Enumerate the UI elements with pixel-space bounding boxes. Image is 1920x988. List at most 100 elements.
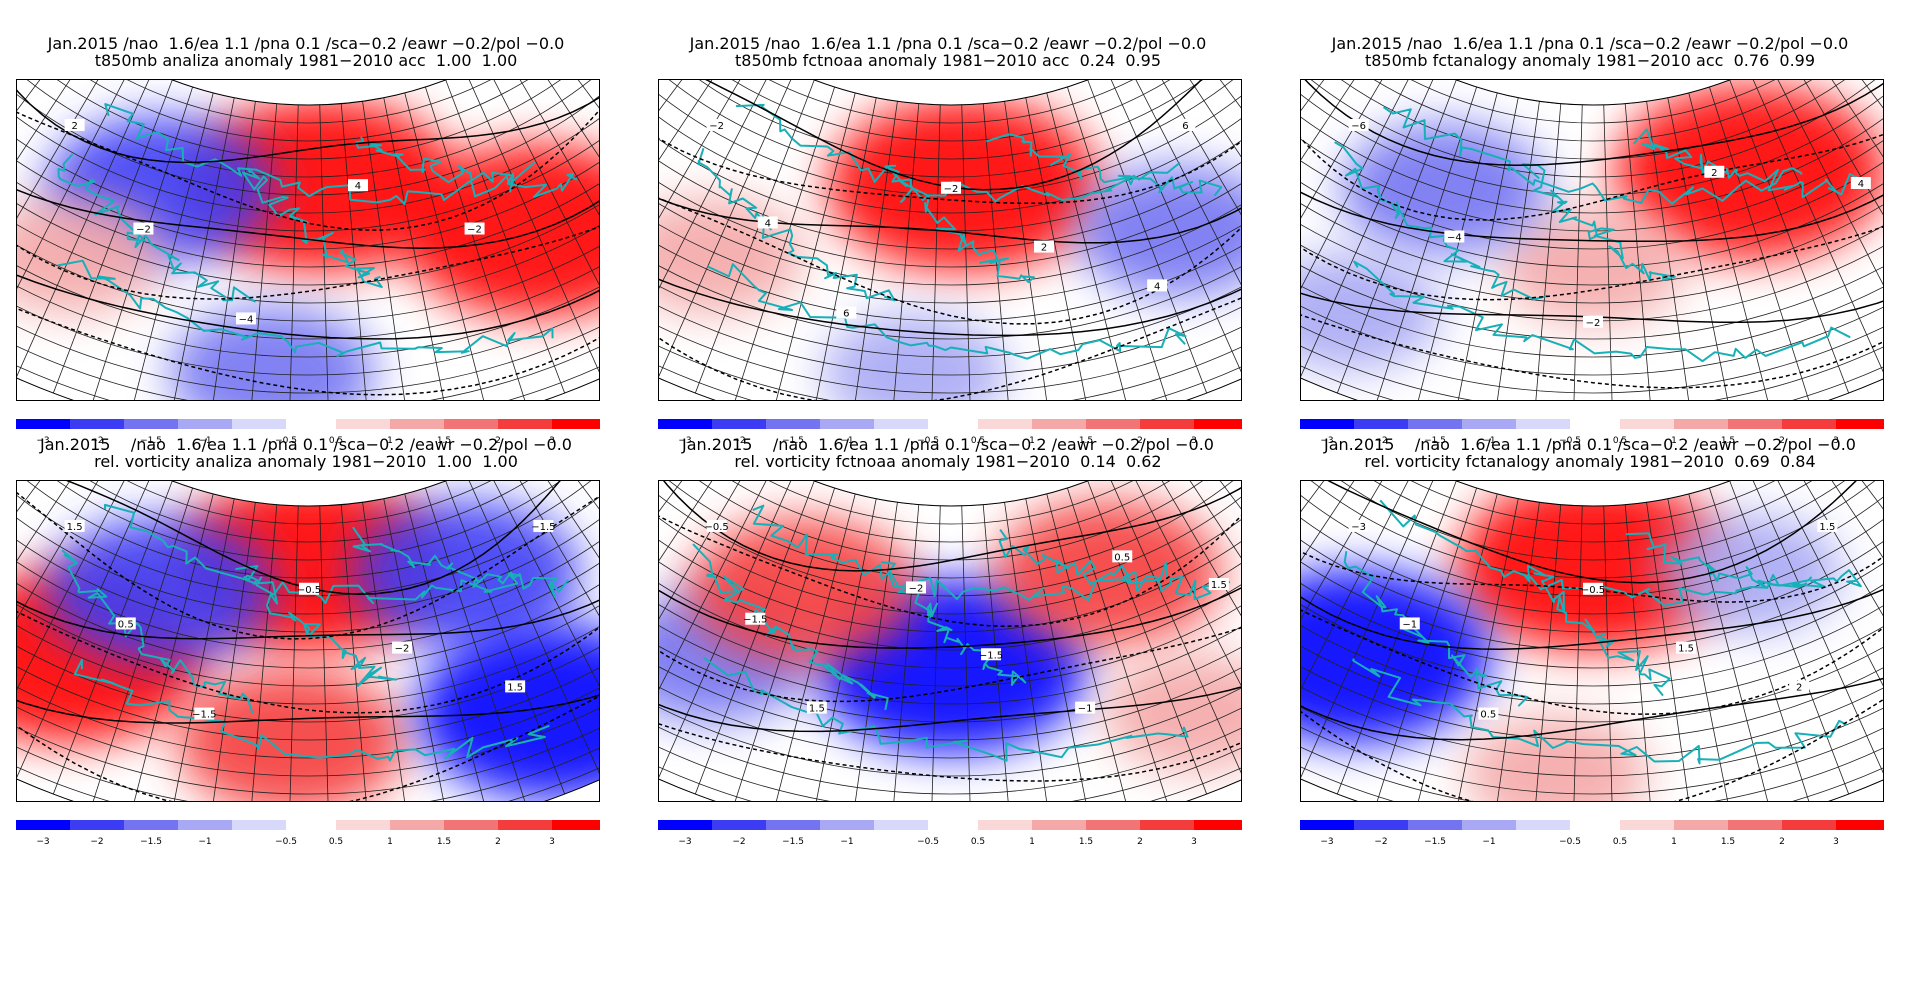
panel-title-line1: Jan.2015 /nao 1.6/ea 1.1 /pna 0.1 /sca−0… xyxy=(1324,435,1856,454)
coastline xyxy=(355,136,578,198)
contour-line xyxy=(1301,101,1883,221)
meridian xyxy=(503,481,599,743)
parallel xyxy=(17,567,599,705)
colorbar-swatch-warm xyxy=(336,419,390,429)
meridian xyxy=(168,498,235,801)
colorbar-swatch-warm xyxy=(1032,820,1086,830)
parallel xyxy=(659,180,1241,322)
meridian xyxy=(383,498,450,801)
contour-label-bg xyxy=(1444,230,1465,243)
coastline xyxy=(61,549,254,714)
anomaly-blob-north-east xyxy=(994,500,1223,647)
parallel xyxy=(1310,80,1876,160)
contour-label-bg xyxy=(1147,279,1168,292)
meridian xyxy=(288,505,299,801)
colorbar-swatch-warm xyxy=(552,419,600,429)
contour-line xyxy=(1301,542,1883,650)
parallel xyxy=(691,481,1211,525)
parallel xyxy=(1301,83,1883,196)
meridian xyxy=(1107,481,1241,779)
meridian xyxy=(1729,80,1850,394)
meridian xyxy=(52,481,173,795)
meridian xyxy=(1729,481,1850,795)
meridian xyxy=(1492,101,1540,400)
parallel xyxy=(17,498,599,615)
contour-line xyxy=(659,108,1241,205)
map-frame: −3 −1 0.5 −0.5 1.5 2 1.5 xyxy=(1300,480,1884,802)
colorbar-tick-label: −3 xyxy=(678,436,691,446)
contour-label: 0.5 xyxy=(1114,552,1130,563)
contour-label-bg xyxy=(1704,165,1725,178)
panel-title-line1: Jan.2015 /nao 1.6/ea 1.1 /pna 0.1 /sca−0… xyxy=(682,435,1214,454)
parallel xyxy=(17,581,599,723)
colorbar-tick-label: −1.5 xyxy=(140,436,162,446)
colorbar-swatch-cold xyxy=(766,820,820,830)
field-layer: −0.5 −1.5 1.5 −2 −1.5 −1 0.5 1.5 xyxy=(659,481,1241,801)
colorbar-swatch-cold xyxy=(232,419,286,429)
meridian xyxy=(1787,481,1883,743)
colorbar-swatch-warm xyxy=(978,820,1032,830)
colorbar-tick-label: 1 xyxy=(1671,436,1677,446)
contour-label-bg xyxy=(392,641,413,654)
meridian xyxy=(208,502,256,801)
meridian xyxy=(1067,86,1170,400)
parallel xyxy=(680,80,1222,142)
map-plot: 2−2−44−22 xyxy=(17,80,599,400)
contour-label: −0.5 xyxy=(1581,585,1605,596)
parallel xyxy=(1301,97,1883,214)
contour-label: −2 xyxy=(136,225,151,236)
parallel xyxy=(17,553,599,687)
parallel xyxy=(659,83,1241,196)
meridian xyxy=(340,103,370,400)
coastline xyxy=(752,504,1168,602)
parallel xyxy=(17,166,599,304)
contour-label: −2 xyxy=(709,121,724,132)
meridian xyxy=(659,80,795,378)
colorbar-swatch-warm xyxy=(1140,419,1194,429)
contour-label-bg xyxy=(706,118,727,131)
parallel xyxy=(17,221,599,376)
colorbar-swatch-cold xyxy=(124,419,178,429)
coastline xyxy=(735,103,1181,203)
parallel xyxy=(659,97,1241,214)
meridian xyxy=(465,481,599,779)
contour-label: 4 xyxy=(765,218,771,229)
colorbar-swatch-warm xyxy=(444,419,498,429)
meridian xyxy=(810,498,877,801)
meridian xyxy=(1126,80,1241,361)
colorbar-tick-label: −1.5 xyxy=(140,837,162,847)
colorbar-tick-label: 2 xyxy=(495,837,501,847)
panel-title-line1: Jan.2015 /nao 1.6/ea 1.1 /pna 0.1 /sca−0… xyxy=(47,34,565,53)
contour-label-bg xyxy=(1399,617,1420,630)
contour-label-bg xyxy=(1034,240,1055,253)
colorbar-tick-label: −2 xyxy=(732,837,745,847)
colorbar-swatch-warm xyxy=(336,820,390,830)
colorbar-tick-label: 0.5 xyxy=(971,436,985,446)
parallel xyxy=(1301,166,1883,304)
meridian xyxy=(961,505,972,801)
sector-outline xyxy=(659,481,1241,801)
meridian xyxy=(445,80,566,394)
contour-label: −0.5 xyxy=(297,585,321,596)
parallel xyxy=(1322,80,1864,142)
parallel xyxy=(17,235,599,394)
contour-label: 4 xyxy=(355,181,361,192)
meridian xyxy=(1709,487,1812,801)
contour-label: −1.5 xyxy=(743,615,767,626)
colorbar-swatch-cold xyxy=(1300,419,1354,429)
colorbar-swatch-warm xyxy=(390,419,444,429)
coastline xyxy=(692,543,889,711)
contours xyxy=(17,80,599,396)
contour-label: 1.5 xyxy=(67,522,83,533)
colorbar-tick-label: 1 xyxy=(1029,436,1035,446)
colorbar-swatch-warm xyxy=(444,820,498,830)
colorbar-tick-label: 2 xyxy=(495,436,501,446)
colorbar-tick-label: −1 xyxy=(198,837,211,847)
meridian xyxy=(1025,498,1092,801)
coastline xyxy=(697,147,896,302)
contours xyxy=(659,80,1241,400)
colorbar-swatch-cold xyxy=(178,419,232,429)
parallel xyxy=(17,152,599,286)
map-plot: −2 4 6 −2 2 4 6 xyxy=(659,80,1241,400)
contour-line xyxy=(659,571,1241,703)
